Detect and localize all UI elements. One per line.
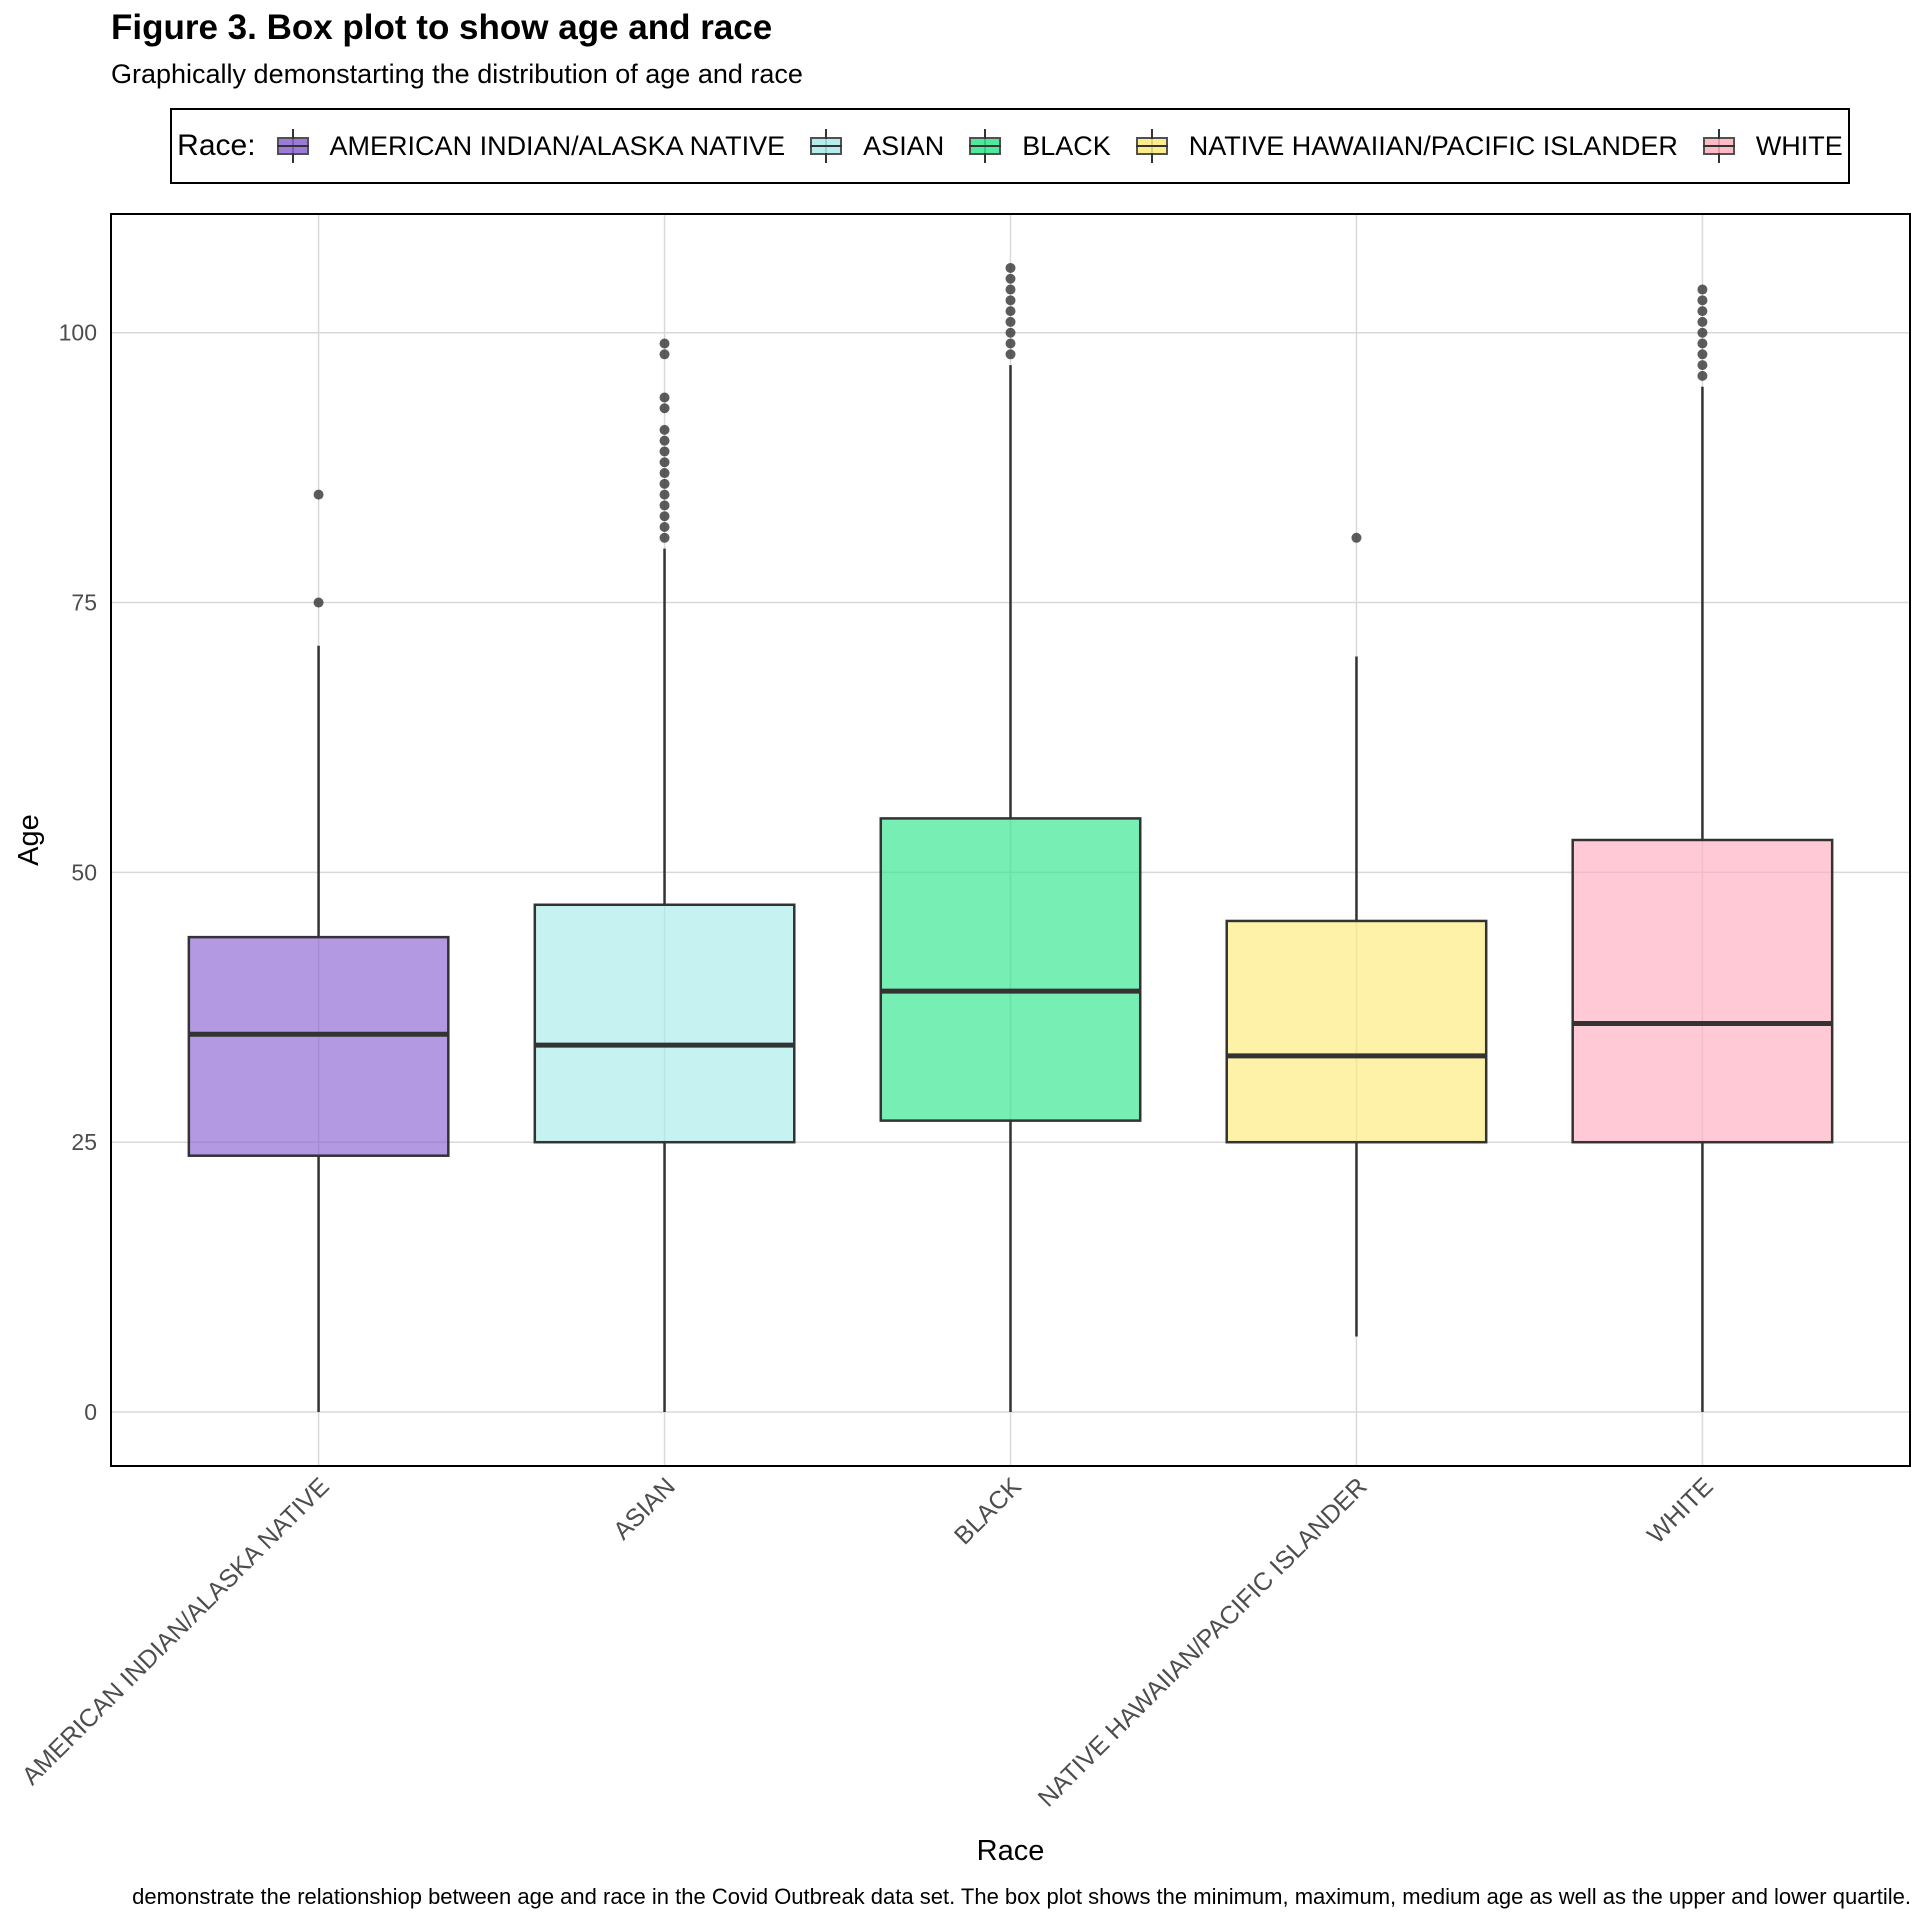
y-axis-label: Age <box>13 814 45 866</box>
legend-title: Race: <box>177 129 256 162</box>
legend-label: NATIVE HAWAIIAN/PACIFIC ISLANDER <box>1188 130 1678 161</box>
legend-item-native-hawaiian-pacific-islander: NATIVE HAWAIIAN/PACIFIC ISLANDER <box>1133 127 1678 165</box>
outlier-point <box>659 424 670 435</box>
x-tick-label: BLACK <box>949 1472 1027 1550</box>
x-tick-label: AMERICAN INDIAN/ALASKA NATIVE <box>17 1472 335 1790</box>
outlier-point <box>659 435 670 446</box>
y-tick-label: 25 <box>71 1129 97 1155</box>
outlier-point <box>1697 360 1708 371</box>
outlier-point <box>1005 338 1016 349</box>
box-2 <box>879 817 1142 1122</box>
y-tick-label: 50 <box>71 859 97 885</box>
outlier-point <box>313 489 324 500</box>
legend-key-white <box>1700 127 1738 165</box>
outlier-point <box>659 403 670 414</box>
legend-item-american-indian-alaska-native: AMERICAN INDIAN/ALASKA NATIVE <box>274 127 786 165</box>
outlier-point <box>1005 327 1016 338</box>
y-tick-label: 75 <box>71 590 97 616</box>
outlier-point <box>1005 284 1016 295</box>
outlier-point <box>659 446 670 457</box>
legend: Race: AMERICAN INDIAN/ALASKA NATIVE ASIA… <box>170 108 1850 184</box>
outlier-point <box>659 489 670 500</box>
outlier-point <box>659 532 670 543</box>
box-4 <box>1571 838 1834 1144</box>
outlier-point <box>659 478 670 489</box>
chart-subtitle: Graphically demonstarting the distributi… <box>111 59 803 89</box>
outlier-point <box>659 392 670 403</box>
outlier-point <box>1697 349 1708 360</box>
legend-label: AMERICAN INDIAN/ALASKA NATIVE <box>329 130 786 161</box>
outlier-point <box>1005 316 1016 327</box>
box-1 <box>533 903 796 1144</box>
outlier-point <box>1697 338 1708 349</box>
outlier-point <box>1697 284 1708 295</box>
figure-caption: demonstrate the relationshiop between ag… <box>132 1884 1911 1909</box>
x-tick-label: WHITE <box>1642 1472 1719 1549</box>
outlier-point <box>1697 327 1708 338</box>
legend-key-american-indian-alaska-native <box>274 127 312 165</box>
x-tick-label: NATIVE HAWAIIAN/PACIFIC ISLANDER <box>1033 1472 1373 1812</box>
outlier-point <box>1351 532 1362 543</box>
outlier-point <box>1005 349 1016 360</box>
chart-title: Figure 3. Box plot to show age and race <box>111 8 773 47</box>
outlier-point <box>659 468 670 479</box>
y-tick-label: 0 <box>84 1399 97 1425</box>
x-axis-label: Race <box>977 1835 1045 1867</box>
outlier-point <box>1697 306 1708 317</box>
outlier-point <box>659 338 670 349</box>
outlier-point <box>1005 295 1016 306</box>
legend-label: ASIAN <box>863 130 945 161</box>
x-tick-label: ASIAN <box>608 1472 681 1545</box>
legend-item-asian: ASIAN <box>807 127 944 165</box>
box-plot: 0 25 50 75 100 AMERICAN INDIAN/ALASKA NATIVE A… <box>13 213 1911 1867</box>
outlier-point <box>1697 370 1708 381</box>
outlier-point <box>659 522 670 532</box>
legend-item-white: WHITE <box>1700 127 1843 165</box>
legend-key-asian <box>807 127 845 165</box>
outlier-point <box>659 511 670 522</box>
legend-label: WHITE <box>1755 130 1843 161</box>
outlier-point <box>1697 316 1708 327</box>
legend-label: BLACK <box>1022 130 1111 161</box>
outlier-point <box>1697 295 1708 306</box>
box-0 <box>187 935 450 1157</box>
outlier-point <box>659 500 670 511</box>
y-tick-label: 100 <box>59 320 97 346</box>
outlier-point <box>1005 306 1016 317</box>
outlier-point <box>1005 262 1016 273</box>
legend-key-native-hawaiian-pacific-islander <box>1133 127 1171 165</box>
outlier-point <box>1005 273 1016 284</box>
legend-item-black: BLACK <box>966 127 1111 165</box>
outlier-point <box>313 597 324 608</box>
plot-panel-border <box>110 213 1911 1467</box>
outlier-point <box>659 457 670 468</box>
legend-key-black <box>966 127 1004 165</box>
outlier-point <box>659 349 670 360</box>
box-3 <box>1225 919 1488 1144</box>
